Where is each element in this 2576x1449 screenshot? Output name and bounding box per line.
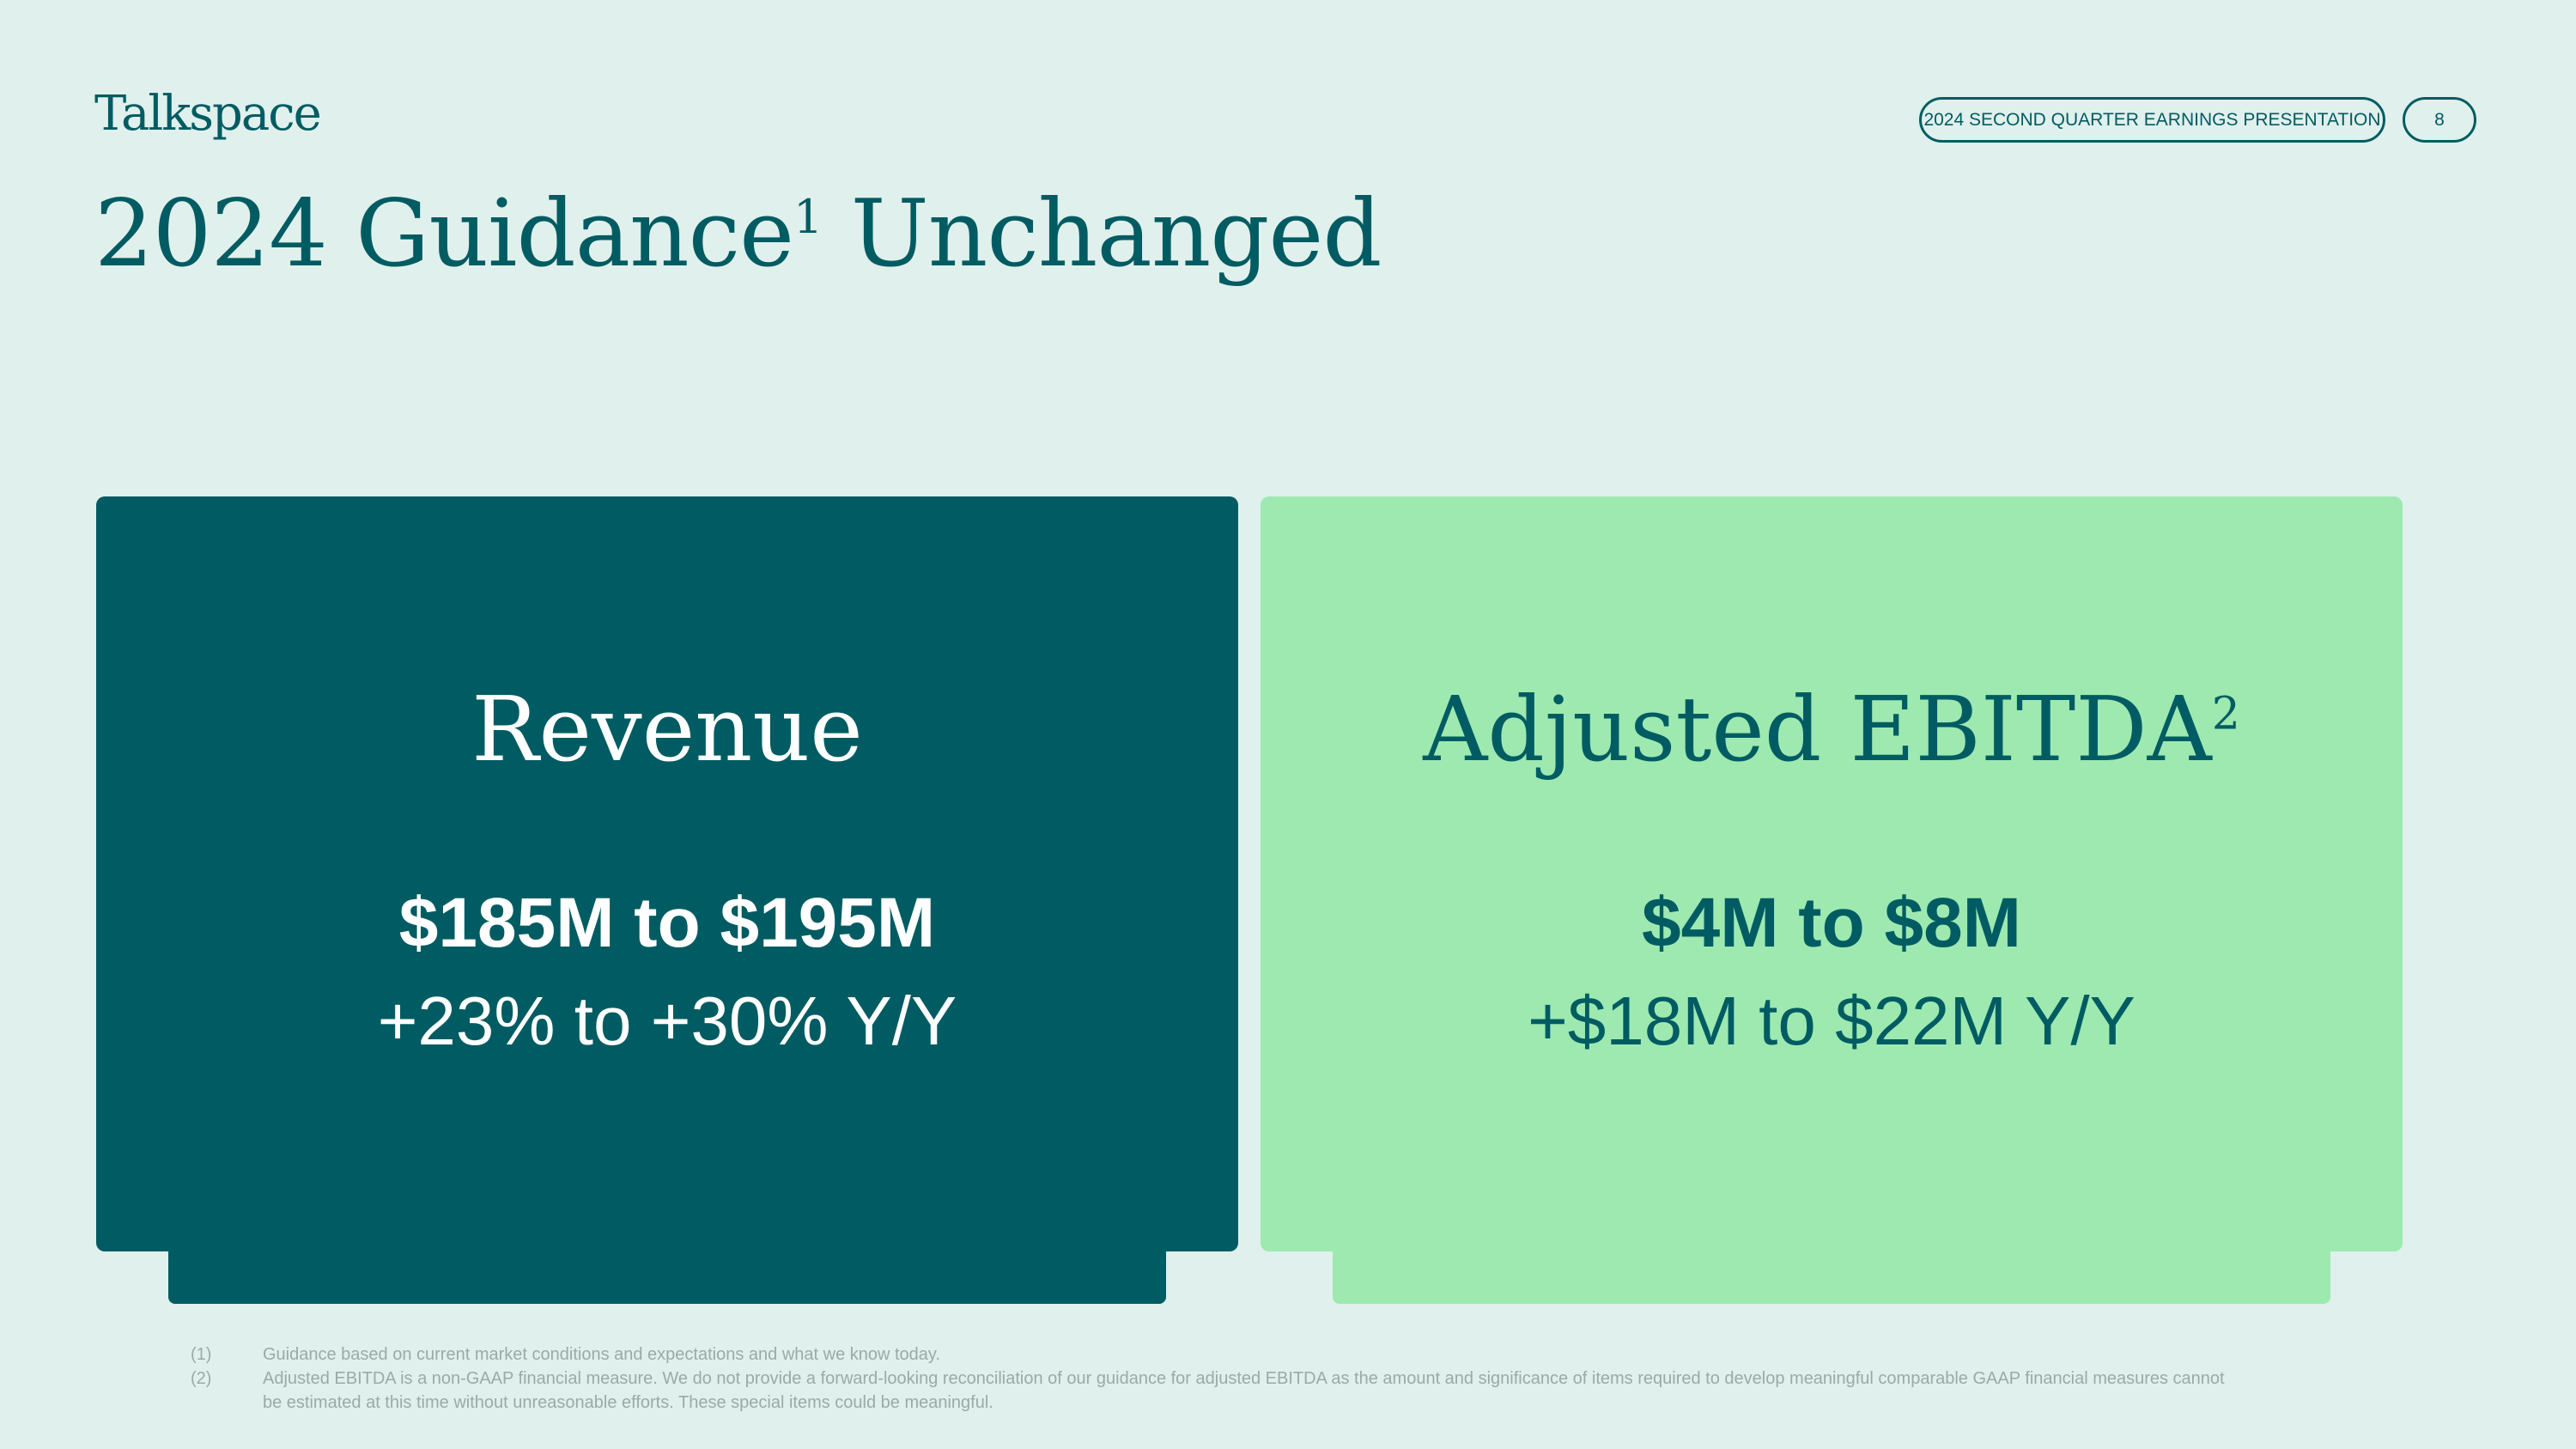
title-footnote-ref: 1 — [793, 190, 823, 245]
ebitda-card: Adjusted EBITDA2 $4M to $8M +$18M to $22… — [1261, 496, 2403, 1251]
footnote: (2) Adjusted EBITDA is a non-GAAP financi… — [191, 1369, 2225, 1412]
card-heading: Revenue — [471, 677, 863, 782]
card-change: +23% to +30% Y/Y — [377, 983, 957, 1059]
footnote: (1) Guidance based on current market cond… — [191, 1345, 940, 1364]
card-heading: Adjusted EBITDA2 — [1423, 677, 2240, 782]
page-title: 2024 Guidance1 Unchanged — [94, 180, 1382, 288]
revenue-card: Revenue $185M to $195M +23% to +30% Y/Y — [96, 496, 1238, 1251]
talkspace-logo: Talkspace — [94, 86, 322, 142]
title-rest: Unchanged — [822, 180, 1382, 288]
card-value: $185M to $195M — [398, 884, 936, 962]
page-number: 8 — [2403, 97, 2476, 143]
card-change: +$18M to $22M Y/Y — [1528, 983, 2136, 1059]
card-value: $4M to $8M — [1642, 884, 2021, 962]
presentation-label: 2024 SECOND QUARTER EARNINGS PRESENTATIO… — [1919, 97, 2385, 143]
title-text: 2024 Guidance — [94, 180, 794, 288]
